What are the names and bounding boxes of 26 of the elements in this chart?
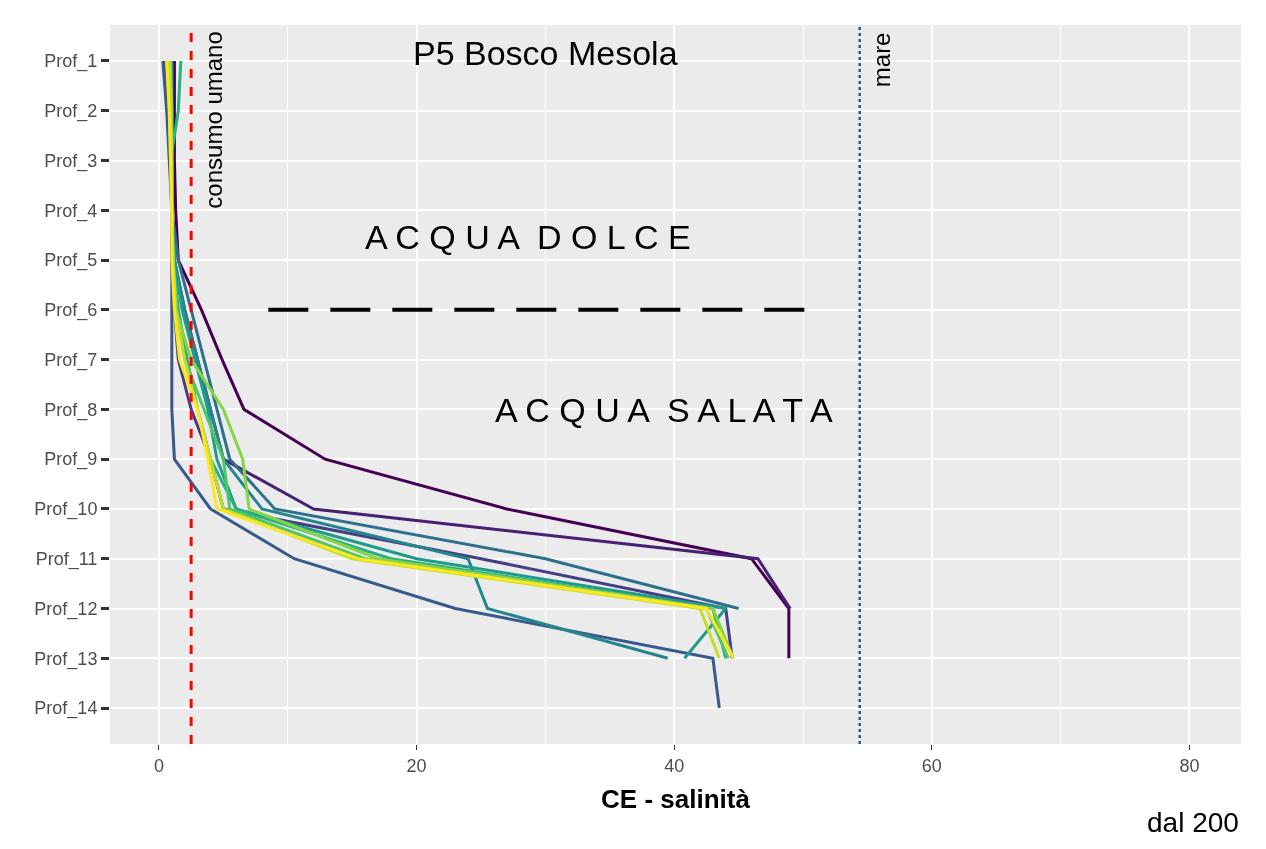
y-tick-label: Prof_11 bbox=[35, 549, 98, 571]
y-tick-label: Prof_1 bbox=[44, 51, 98, 73]
x-tick-label: 80 bbox=[1179, 755, 1200, 776]
x-tick-label: 40 bbox=[664, 755, 685, 776]
y-tick-label: Prof_13 bbox=[34, 648, 98, 670]
y-tick-label: Prof_9 bbox=[44, 449, 98, 471]
y-tick-label: Prof_12 bbox=[34, 598, 98, 620]
y-tick-label: Prof_10 bbox=[34, 499, 98, 521]
y-tick-label: Prof_14 bbox=[34, 698, 98, 720]
text: dal 200 bbox=[1147, 807, 1239, 838]
x-axis-title: CE - salinità bbox=[601, 784, 751, 815]
y-tick-label: Prof_8 bbox=[44, 399, 98, 421]
ref-line-label: consumo umano bbox=[199, 31, 227, 209]
x-tick-label: 0 bbox=[153, 755, 164, 776]
y-tick-label: Prof_6 bbox=[44, 300, 98, 322]
y-tick-label: Prof_5 bbox=[44, 250, 98, 272]
y-tick-label: Prof_2 bbox=[44, 101, 98, 123]
y-tick-label: Prof_7 bbox=[44, 349, 98, 371]
y-tick-label: Prof_3 bbox=[44, 150, 98, 172]
chart-title: P5 Bosco Mesola bbox=[413, 34, 678, 72]
y-tick-label: Prof_4 bbox=[44, 200, 98, 222]
ref-line-label: mare bbox=[868, 32, 896, 88]
x-tick-label: 60 bbox=[921, 755, 942, 776]
annotation: A C Q U A S A L A T A bbox=[495, 391, 834, 429]
x-tick-label: 20 bbox=[406, 755, 427, 776]
annotation: A C Q U A D O L C E bbox=[365, 218, 691, 256]
